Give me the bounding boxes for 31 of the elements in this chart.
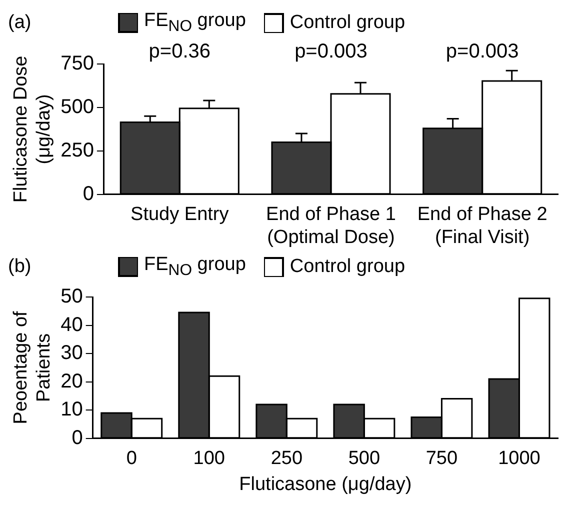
- x-tick-label: 0: [126, 448, 137, 470]
- legend-label: Control group: [290, 256, 406, 278]
- y-tick-label: 500: [60, 96, 94, 118]
- y-tick-label: 10: [60, 398, 83, 421]
- x-tick-label: 1000: [498, 448, 540, 470]
- x-tick-label: End of Phase 2 (Final Visit): [417, 204, 548, 248]
- chart-title: (b): [8, 256, 32, 278]
- legend-label: Control group: [290, 12, 406, 34]
- y-axis-title: Fluticasone Dose (μg/day): [10, 56, 54, 203]
- x-tick-label: Study Entry: [130, 204, 230, 226]
- text: p=0.003: [446, 40, 519, 63]
- x-axis-title: Fluticasone (μg/day): [239, 474, 412, 495]
- text: p=0.36: [148, 40, 211, 63]
- y-tick-label: 30: [60, 342, 83, 364]
- legend-label: FE$_{NO}$ group: [144, 254, 246, 280]
- chart-title: (a): [8, 12, 32, 34]
- y-tick-label: 0: [72, 426, 83, 449]
- y-tick-label: 250: [60, 139, 94, 162]
- y-tick-label: 20: [60, 370, 83, 392]
- legend-label: FE$_{NO}$ group: [144, 10, 246, 36]
- x-tick-label: 250: [270, 448, 303, 470]
- y-tick-label: 750: [60, 52, 94, 75]
- x-tick-label: 500: [348, 448, 380, 470]
- y-axis-title: Peoentage of Patients: [10, 310, 54, 424]
- y-tick-label: 40: [60, 314, 83, 336]
- x-tick-label: 750: [426, 448, 458, 470]
- y-tick-label: 0: [82, 182, 94, 205]
- y-tick-label: 50: [60, 286, 83, 308]
- x-tick-label: End of Phase 1 (Optimal Dose): [266, 204, 396, 248]
- text: p=0.003: [294, 40, 368, 63]
- x-tick-label: 100: [193, 448, 225, 470]
